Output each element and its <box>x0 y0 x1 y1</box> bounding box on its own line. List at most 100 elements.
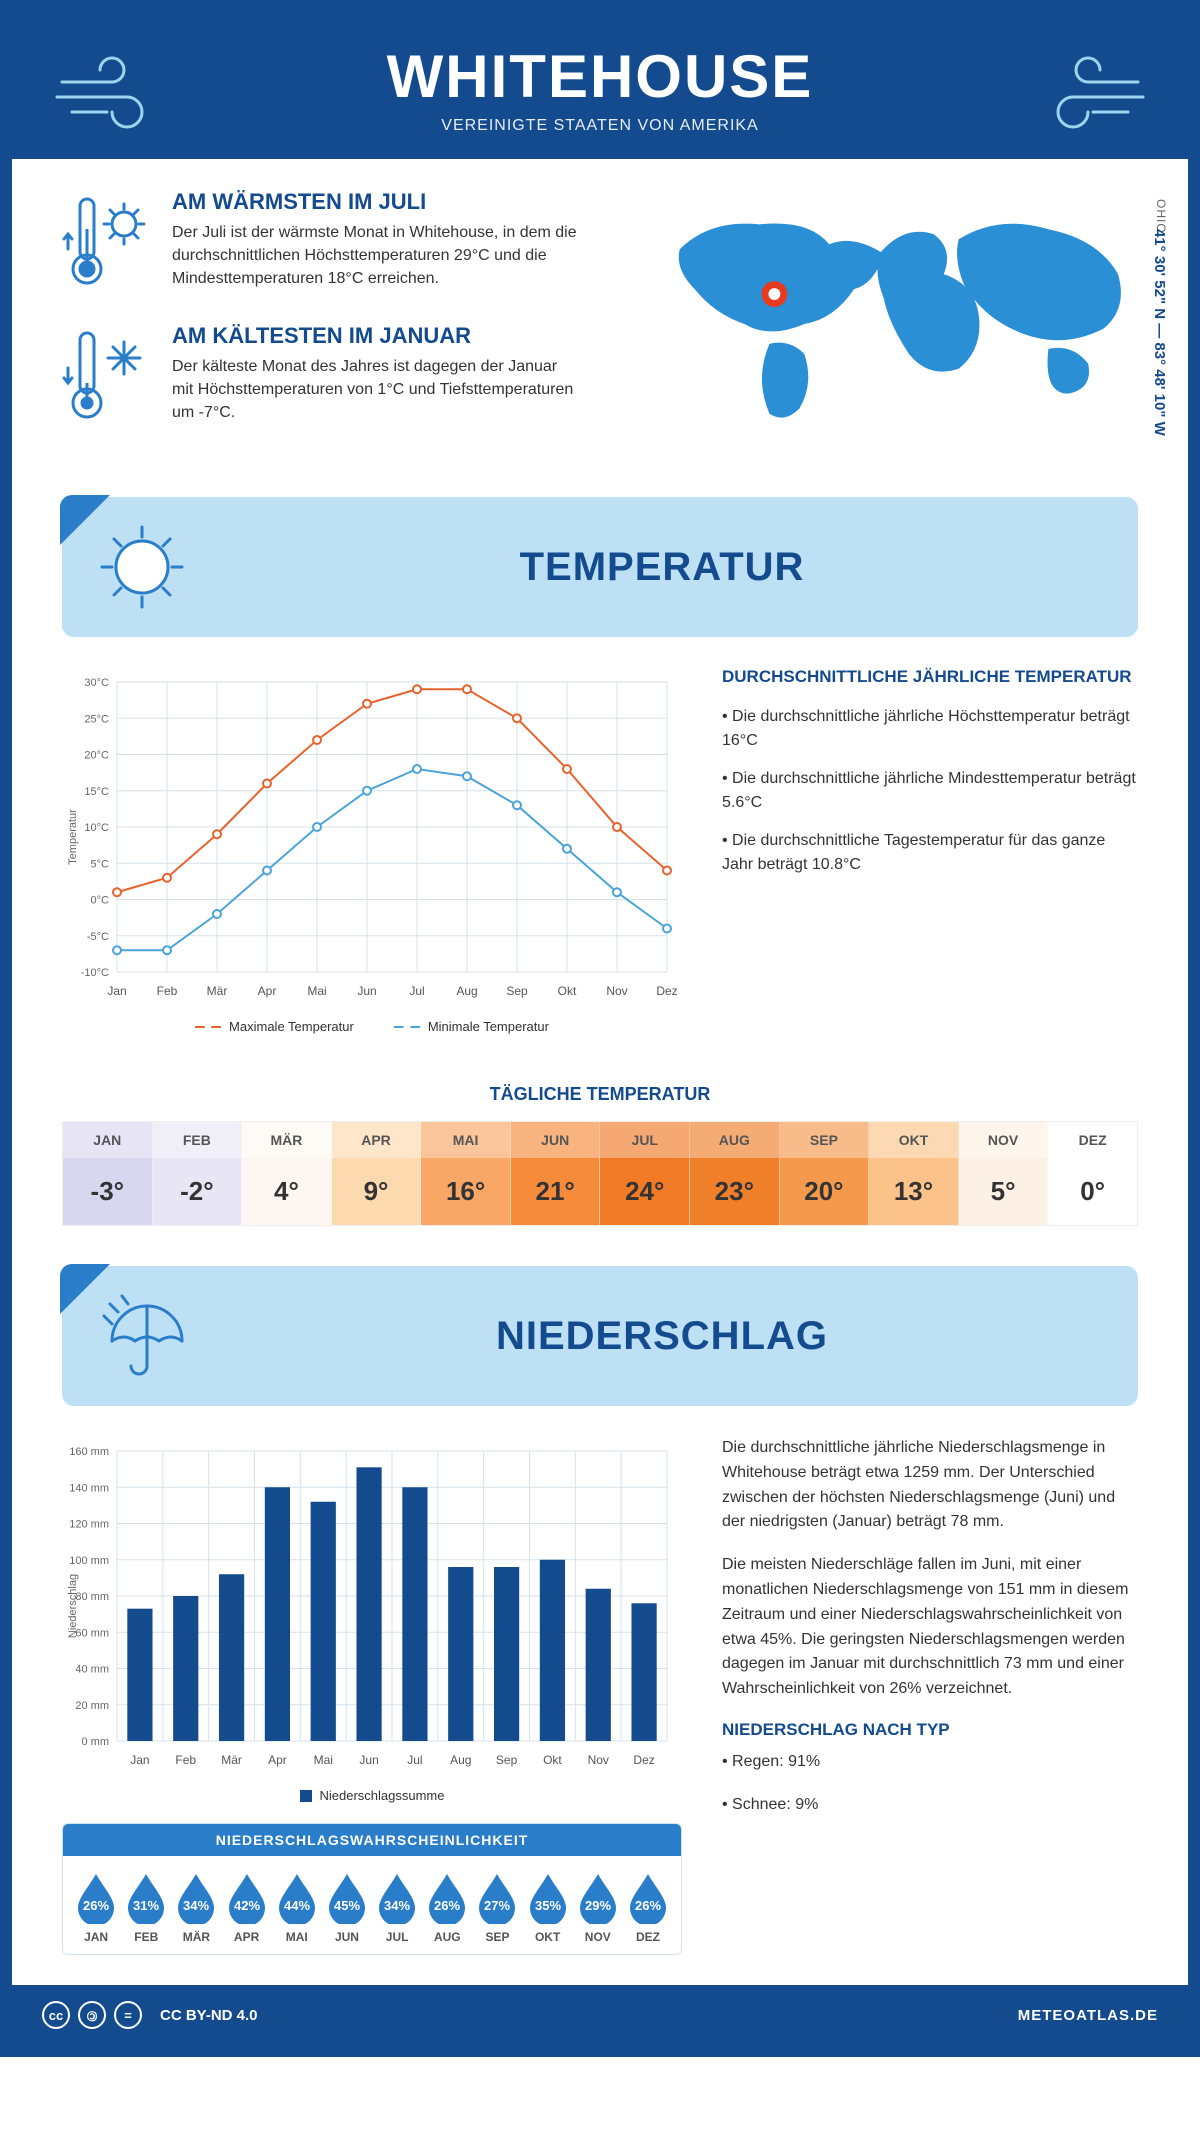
svg-text:120 mm: 120 mm <box>69 1519 109 1531</box>
precip-p1: Die durchschnittliche jährliche Niedersc… <box>722 1436 1138 1535</box>
temperature-row: -10°C-5°C0°C5°C10°C15°C20°C25°C30°CJanFe… <box>12 657 1188 1064</box>
svg-text:0 mm: 0 mm <box>82 1736 110 1748</box>
probability-title: NIEDERSCHLAGSWAHRSCHEINLICHKEIT <box>63 1824 681 1856</box>
fact-warm-heading: AM WÄRMSTEN IM JULI <box>172 189 580 215</box>
daily-cell: JAN-3° <box>63 1122 153 1225</box>
daily-temp-heading: TÄGLICHE TEMPERATUR <box>12 1084 1188 1105</box>
thermometer-snow-icon <box>62 323 152 433</box>
umbrella-icon <box>92 1286 192 1386</box>
fact-coldest: AM KÄLTESTEN IM JANUAR Der kälteste Mona… <box>62 323 580 433</box>
daily-cell: JUN21° <box>511 1122 601 1225</box>
precipitation-banner: NIEDERSCHLAG <box>62 1266 1138 1406</box>
svg-text:Aug: Aug <box>456 984 477 998</box>
svg-text:Jan: Jan <box>130 1753 149 1767</box>
svg-text:100 mm: 100 mm <box>69 1555 109 1567</box>
daily-cell: JUL24° <box>600 1122 690 1225</box>
fact-cold-text: Der kälteste Monat des Jahres ist dagege… <box>172 355 580 425</box>
svg-text:140 mm: 140 mm <box>69 1482 109 1494</box>
probability-cell: 44% MAI <box>272 1870 322 1944</box>
svg-text:20 mm: 20 mm <box>75 1700 109 1712</box>
probability-cell: 45% JUN <box>322 1870 372 1944</box>
temp-bullet-1: • Die durchschnittliche jährliche Höchst… <box>722 705 1138 753</box>
temp-bullet-3: • Die durchschnittliche Tagestemperatur … <box>722 829 1138 877</box>
svg-text:Feb: Feb <box>157 984 178 998</box>
precipitation-row: 0 mm20 mm40 mm60 mm80 mm100 mm120 mm140 … <box>12 1426 1188 1985</box>
svg-text:35%: 35% <box>535 1898 561 1913</box>
svg-text:Mai: Mai <box>307 984 326 998</box>
svg-text:26%: 26% <box>635 1898 661 1913</box>
svg-text:Jun: Jun <box>357 984 376 998</box>
legend-max-swatch <box>195 1026 221 1028</box>
daily-cell: MÄR4° <box>242 1122 332 1225</box>
legend-bar-label: Niederschlagssumme <box>320 1788 445 1803</box>
svg-text:Sep: Sep <box>496 1753 518 1767</box>
svg-text:Okt: Okt <box>543 1753 562 1767</box>
daily-temp-strip: JAN-3°FEB-2°MÄR4°APR9°MAI16°JUN21°JUL24°… <box>62 1121 1138 1226</box>
page: WHITEHOUSE VEREINIGTE STAATEN VON AMERIK… <box>0 0 1200 2057</box>
svg-text:Mai: Mai <box>314 1753 333 1767</box>
intro-facts: AM WÄRMSTEN IM JULI Der Juli ist der wär… <box>62 189 580 457</box>
svg-text:Nov: Nov <box>588 1753 609 1767</box>
svg-text:34%: 34% <box>384 1898 410 1913</box>
svg-text:44%: 44% <box>284 1898 310 1913</box>
svg-text:30°C: 30°C <box>84 677 109 689</box>
svg-text:10°C: 10°C <box>84 822 109 834</box>
daily-cell: FEB-2° <box>153 1122 243 1225</box>
page-subtitle: VEREINIGTE STAATEN VON AMERIKA <box>32 117 1168 135</box>
svg-text:45%: 45% <box>334 1898 360 1913</box>
map-marker-icon <box>761 281 787 307</box>
probability-cell: 26% DEZ <box>623 1870 673 1944</box>
svg-text:Jun: Jun <box>359 1753 378 1767</box>
svg-text:40 mm: 40 mm <box>75 1664 109 1676</box>
daily-cell: SEP20° <box>780 1122 870 1225</box>
svg-text:Nov: Nov <box>606 984 627 998</box>
daily-cell: DEZ0° <box>1048 1122 1137 1225</box>
svg-text:Jul: Jul <box>409 984 424 998</box>
probability-cell: 35% OKT <box>523 1870 573 1944</box>
daily-cell: AUG23° <box>690 1122 780 1225</box>
intro-map: OHIO 41° 30' 52" N — 83° 48' 10" W <box>620 189 1138 457</box>
probability-cell: 26% JAN <box>71 1870 121 1944</box>
svg-text:Mär: Mär <box>207 984 228 998</box>
svg-text:160 mm: 160 mm <box>69 1446 109 1458</box>
probability-cell: 27% SEP <box>472 1870 522 1944</box>
legend-max-label: Maximale Temperatur <box>229 1019 354 1034</box>
thermometer-sun-icon <box>62 189 152 299</box>
probability-cell: 26% AUG <box>422 1870 472 1944</box>
svg-text:26%: 26% <box>83 1898 109 1913</box>
probability-box: NIEDERSCHLAGSWAHRSCHEINLICHKEIT 26% JAN … <box>62 1823 682 1955</box>
svg-text:Jan: Jan <box>107 984 126 998</box>
cc-license: cc 🄯 = CC BY-ND 4.0 <box>42 2001 258 2029</box>
fact-cold-heading: AM KÄLTESTEN IM JANUAR <box>172 323 580 349</box>
site-name: METEOATLAS.DE <box>1018 2007 1158 2024</box>
header: WHITEHOUSE VEREINIGTE STAATEN VON AMERIK… <box>12 12 1188 159</box>
svg-text:15°C: 15°C <box>84 786 109 798</box>
svg-text:Apr: Apr <box>258 984 277 998</box>
daily-cell: MAI16° <box>421 1122 511 1225</box>
legend-bar-swatch <box>300 1790 312 1802</box>
world-map <box>620 189 1138 429</box>
svg-text:31%: 31% <box>133 1898 159 1913</box>
temperature-text: DURCHSCHNITTLICHE JÄHRLICHE TEMPERATUR •… <box>722 667 1138 1034</box>
svg-text:Niederschlag: Niederschlag <box>67 1574 79 1638</box>
svg-text:Mär: Mär <box>221 1753 242 1767</box>
page-title: WHITEHOUSE <box>32 42 1168 111</box>
license-text: CC BY-ND 4.0 <box>160 2007 258 2024</box>
probability-cell: 29% NOV <box>573 1870 623 1944</box>
svg-text:Temperatur: Temperatur <box>67 809 79 865</box>
svg-text:42%: 42% <box>234 1898 260 1913</box>
svg-text:Dez: Dez <box>656 984 677 998</box>
intro-section: AM WÄRMSTEN IM JULI Der Juli ist der wär… <box>12 159 1188 487</box>
temperature-legend: Maximale Temperatur Minimale Temperatur <box>62 1019 682 1034</box>
svg-text:Aug: Aug <box>450 1753 471 1767</box>
precipitation-left: 0 mm20 mm40 mm60 mm80 mm100 mm120 mm140 … <box>62 1436 682 1955</box>
probability-cell: 42% APR <box>222 1870 272 1944</box>
precip-p2: Die meisten Niederschläge fallen im Juni… <box>722 1553 1138 1702</box>
probability-cell: 34% MÄR <box>171 1870 221 1944</box>
fact-warmest: AM WÄRMSTEN IM JULI Der Juli ist der wär… <box>62 189 580 299</box>
cc-by-icon: 🄯 <box>78 2001 106 2029</box>
svg-text:Sep: Sep <box>506 984 528 998</box>
precipitation-heading: NIEDERSCHLAG <box>216 1314 1108 1359</box>
svg-text:25°C: 25°C <box>84 713 109 725</box>
cc-icon: cc <box>42 2001 70 2029</box>
